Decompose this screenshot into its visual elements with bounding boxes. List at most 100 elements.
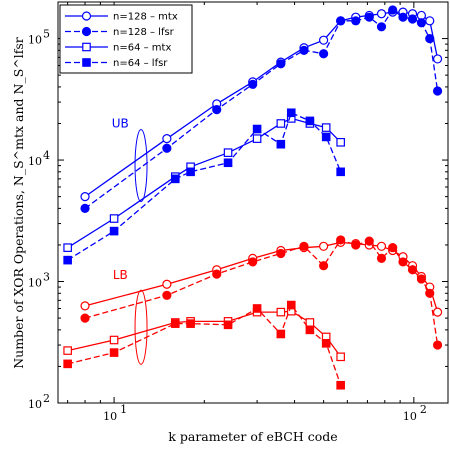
y-tick-label: 10 [28,398,42,411]
data-point [63,359,72,369]
data-point [63,346,72,355]
y-tick-label: 10 [28,155,42,168]
data-point [305,325,315,335]
series-line-lb-6 [67,310,342,358]
data-point [376,22,387,32]
data-point [432,307,443,317]
legend-marker [81,11,92,21]
data-point [398,12,408,22]
data-point [432,54,443,64]
data-point [252,304,262,313]
data-point [276,307,286,317]
legend-label: n=128 – lfsr [113,27,175,38]
legend-label: n=64 – lfsr [113,58,168,69]
series-line-lb-4 [84,241,439,313]
data-point [407,265,418,275]
data-point [321,132,331,142]
data-point [80,192,90,202]
data-point [276,248,286,259]
data-point [170,174,180,184]
data-point [425,288,435,298]
data-point [63,243,72,252]
data-point [80,203,90,213]
y-tick-label: 10 [28,277,42,290]
data-point [276,119,286,128]
data-point [223,320,233,330]
data-point [276,59,286,69]
legend-label: n=128 – mtx [113,12,178,23]
data-point [336,16,346,26]
y-tick-label-exponent: 4 [43,149,50,162]
legend-marker [82,42,91,52]
data-point [276,139,286,149]
data-point [432,86,443,96]
data-point [212,269,222,279]
legend-marker [82,58,91,67]
data-point [416,18,427,28]
data-point [376,241,387,251]
data-point [80,301,90,311]
data-point [252,134,262,143]
data-point [248,257,258,267]
plot-frame [57,1,449,404]
data-point [63,255,72,265]
data-point [212,105,222,115]
data-point [162,279,172,289]
data-point [425,16,435,26]
data-point [319,35,329,45]
y-tick-label-exponent: 3 [43,271,50,284]
data-point [319,261,329,271]
data-point [286,108,296,118]
data-point [351,240,361,250]
data-point [398,257,408,267]
data-point [276,329,286,339]
data-point [305,116,315,126]
data-point [186,167,195,177]
data-point [319,49,329,59]
x-axis-label: k parameter of eBCH code [168,429,337,444]
data-point [80,313,90,323]
data-point [170,319,180,328]
data-point [432,340,443,350]
data-point [186,319,195,328]
data-point [305,318,315,327]
data-point [286,300,296,310]
data-point [109,226,119,236]
data-point [407,14,418,24]
data-point [388,243,398,253]
data-point [388,5,398,15]
data-point [248,79,258,89]
data-point [223,158,233,168]
y-tick-label-exponent: 2 [43,392,50,405]
series-line-lb-7 [67,303,342,386]
data-point [336,352,345,362]
annotation-ellipse-lb [134,289,148,365]
x-tick-label: 10 [103,410,117,423]
data-point [425,33,435,44]
data-point [252,124,262,134]
legend-marker [81,26,92,37]
data-point [321,339,331,348]
annotation-label-ub: UB [112,117,129,131]
y-tick-label-exponent: 5 [43,28,50,41]
x-tick-label: 10 [403,410,417,423]
data-point [321,123,331,132]
data-point [299,241,309,251]
x-tick-label-exponent: 2 [420,403,427,416]
legend-label: n=64 – mtx [113,43,171,54]
data-point [162,290,172,300]
data-point [376,253,387,264]
y-tick-label: 10 [28,34,42,47]
data-point [109,335,119,345]
data-point [364,236,374,246]
data-point [376,9,387,19]
data-point [336,235,346,245]
data-point [336,380,345,390]
series-line-ub-3 [67,111,342,261]
data-point [364,12,374,22]
annotation-ellipse-ub [134,129,148,203]
data-point [336,137,345,147]
data-point [416,274,427,284]
data-point [109,348,119,357]
